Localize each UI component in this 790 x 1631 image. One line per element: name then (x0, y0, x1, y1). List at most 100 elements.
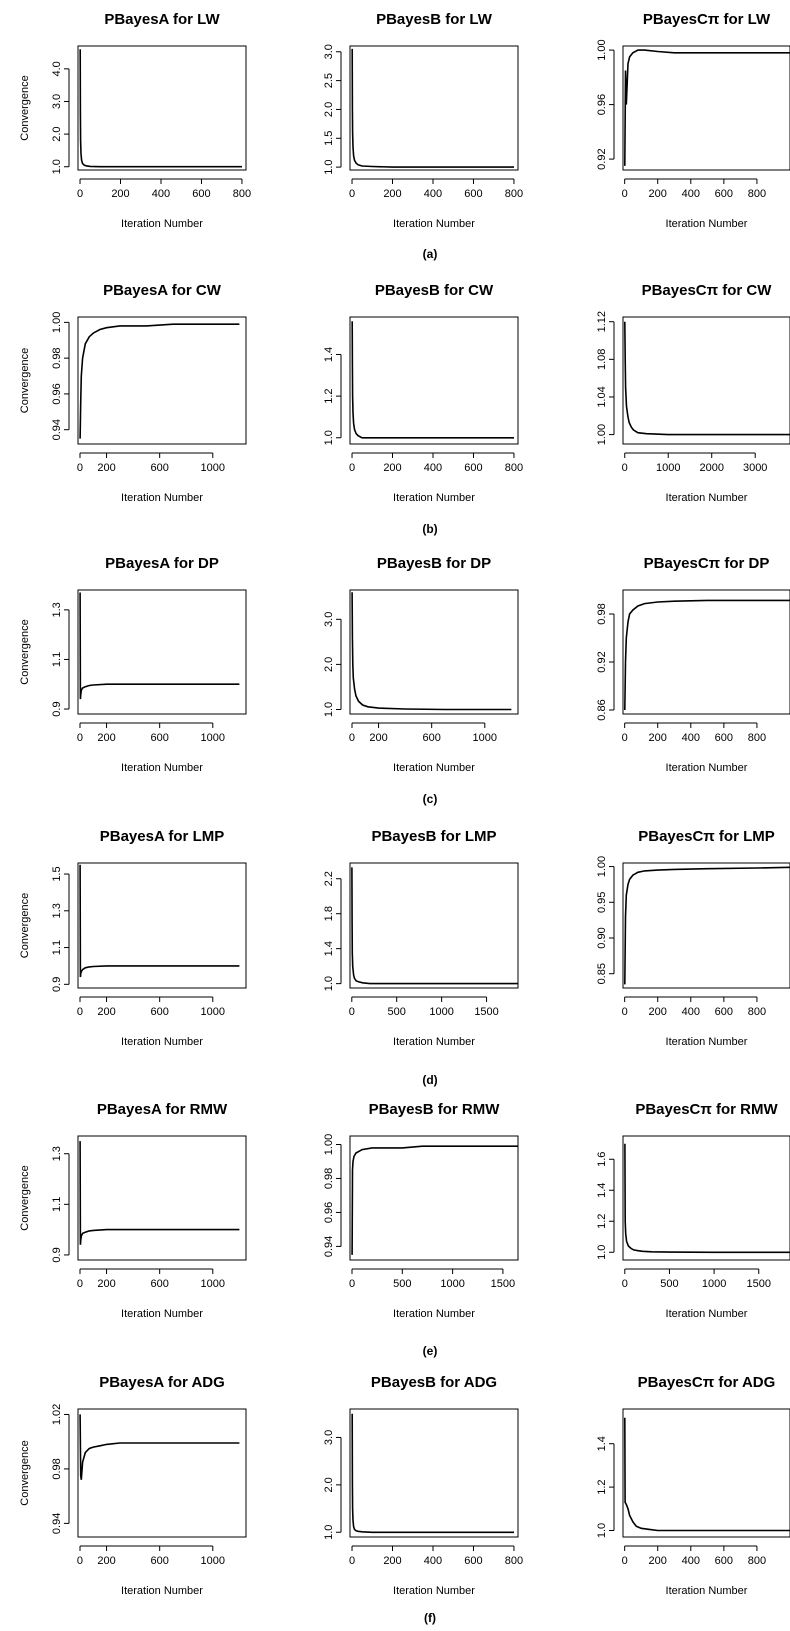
x-tick-label: 600 (150, 1006, 168, 1018)
x-tick-label: 400 (682, 732, 700, 744)
chart-title: PBayesCπ for LW (643, 11, 771, 28)
x-axis-label: Iteration Number (666, 1308, 748, 1320)
x-tick-label: 1000 (201, 1555, 225, 1567)
convergence-series-line (624, 321, 790, 436)
x-tick-label: 200 (97, 732, 115, 744)
x-axis-label: Iteration Number (393, 1308, 475, 1320)
x-tick-label: 1500 (474, 1006, 498, 1018)
y-tick-label: 1.2 (596, 1479, 608, 1494)
plot-frame (349, 316, 519, 445)
x-axis-label: Iteration Number (121, 1585, 203, 1597)
y-tick-label: 2.0 (323, 1477, 335, 1492)
panel-label: (f) (424, 1611, 436, 1625)
x-tick-label: 1000 (656, 462, 680, 474)
x-axis-label: Iteration Number (666, 218, 748, 230)
x-axis-label: Iteration Number (393, 1036, 475, 1048)
y-tick-label: 1.08 (596, 349, 608, 370)
x-tick-label: 1000 (429, 1006, 453, 1018)
y-tick-label: 0.96 (51, 383, 63, 404)
chart-panel-4: PBayesA for CW 0 200 600 1000 Iteration Numbe… (19, 282, 247, 504)
y-tick-label: 1.04 (596, 386, 608, 407)
x-axis-label: Iteration Number (393, 492, 475, 504)
plot-frame (349, 1408, 519, 1538)
x-tick-label: 400 (682, 1555, 700, 1567)
y-tick-label: 1.12 (596, 311, 608, 332)
x-axis-label: Iteration Number (121, 218, 203, 230)
chart-panel-3: PBayesCπ for LW 0 200 400 600 800 Iteration Nu… (596, 11, 790, 230)
y-tick-label: 3.0 (323, 612, 335, 627)
x-tick-label: 200 (649, 732, 667, 744)
chart-panel-13: PBayesA for RMW 0 200 600 1000 Iteration Numb… (19, 1101, 247, 1320)
x-tick-label: 200 (383, 462, 401, 474)
plot-frame (77, 589, 247, 715)
plot-frame (77, 862, 247, 989)
chart-title: PBayesCπ for ADG (638, 1374, 776, 1391)
y-tick-label: 1.4 (596, 1436, 608, 1451)
x-tick-label: 200 (649, 1555, 667, 1567)
y-tick-label: 4.0 (51, 61, 63, 76)
convergence-series-line (351, 321, 514, 439)
chart-title: PBayesA for RMW (97, 1101, 228, 1118)
x-tick-label: 0 (349, 1006, 355, 1018)
convergence-series-line (79, 1141, 240, 1245)
x-tick-label: 200 (97, 1006, 115, 1018)
x-axis-label: Iteration Number (666, 762, 748, 774)
chart-panel-15: PBayesCπ for RMW 0 500 1000 1500 Iteration Nu… (596, 1101, 790, 1320)
y-tick-label: 0.9 (51, 977, 63, 992)
x-tick-label: 1500 (491, 1278, 515, 1290)
chart-panel-7: PBayesA for DP 0 200 600 1000 Iteration Numbe… (19, 555, 247, 774)
x-tick-label: 1000 (201, 1278, 225, 1290)
y-axis-label: Convergence (19, 348, 31, 413)
panel-label: (c) (423, 792, 438, 806)
x-tick-label: 0 (349, 732, 355, 744)
convergence-series-line (351, 1413, 514, 1534)
panel-label: (e) (423, 1344, 438, 1358)
chart-panel-8: PBayesB for DP 0 200 600 1000 Iteration Numbe… (323, 555, 519, 774)
chart-title: PBayesCπ for CW (642, 282, 773, 299)
x-tick-label: 0 (622, 462, 628, 474)
x-tick-label: 1500 (747, 1278, 771, 1290)
x-tick-label: 1000 (473, 732, 497, 744)
x-tick-label: 200 (649, 1006, 667, 1018)
x-tick-label: 800 (505, 1555, 523, 1567)
y-axis-label: Convergence (19, 893, 31, 958)
convergence-series-line (351, 867, 518, 985)
x-tick-label: 0 (77, 462, 83, 474)
x-tick-label: 200 (649, 188, 667, 200)
y-tick-label: 1.1 (51, 1197, 63, 1212)
y-tick-label: 1.4 (323, 347, 335, 362)
y-tick-label: 1.5 (323, 131, 335, 146)
y-tick-label: 1.00 (596, 856, 608, 877)
chart-title: PBayesA for CW (103, 282, 222, 299)
chart-panel-9: PBayesCπ for DP 0 200 400 600 800 Iteration Nu… (596, 555, 790, 774)
y-tick-label: 1.0 (323, 976, 335, 991)
x-axis-label: Iteration Number (666, 1585, 748, 1597)
x-tick-label: 0 (349, 462, 355, 474)
x-tick-label: 600 (150, 462, 168, 474)
x-tick-label: 0 (349, 1278, 355, 1290)
x-tick-label: 200 (97, 1278, 115, 1290)
x-axis-label: Iteration Number (121, 762, 203, 774)
convergence-series-line (624, 49, 790, 166)
plot-frame (77, 316, 247, 445)
x-tick-label: 500 (388, 1006, 406, 1018)
x-axis-label: Iteration Number (121, 1308, 203, 1320)
convergence-series-line (79, 323, 240, 439)
x-tick-label: 3000 (743, 462, 767, 474)
x-tick-label: 400 (682, 188, 700, 200)
chart-title: PBayesB for CW (375, 282, 494, 299)
chart-title: PBayesCπ for LMP (638, 828, 775, 845)
y-axis-label: Convergence (19, 619, 31, 684)
y-axis-label: Convergence (19, 1440, 31, 1505)
plot-frame (622, 316, 790, 445)
y-tick-label: 0.98 (51, 1458, 63, 1479)
y-tick-label: 1.4 (323, 941, 335, 956)
y-tick-label: 0.96 (596, 94, 608, 115)
y-tick-label: 2.5 (323, 73, 335, 88)
x-tick-label: 0 (622, 1278, 628, 1290)
x-tick-label: 600 (422, 732, 440, 744)
x-tick-label: 800 (505, 462, 523, 474)
plot-frame (349, 589, 519, 715)
x-tick-label: 600 (715, 1555, 733, 1567)
x-tick-label: 800 (748, 1555, 766, 1567)
